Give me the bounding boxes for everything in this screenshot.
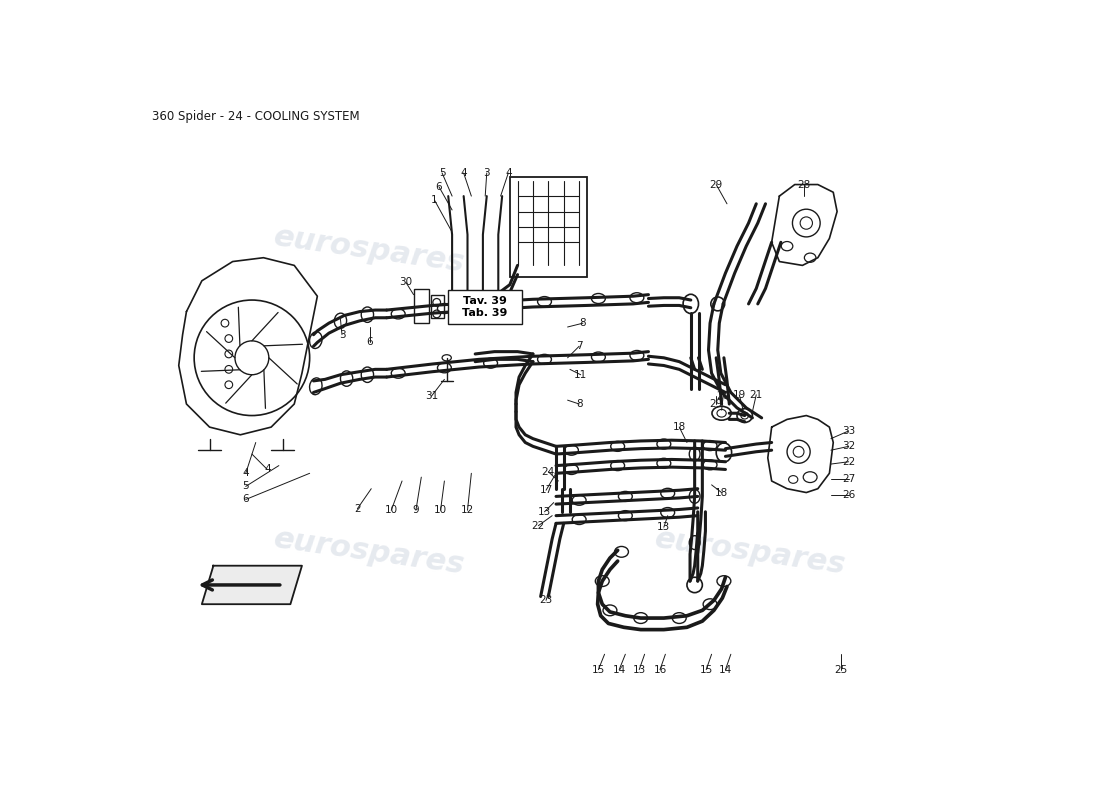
Text: 20: 20 — [716, 391, 729, 402]
Text: 4: 4 — [460, 168, 467, 178]
Text: 14: 14 — [613, 665, 626, 674]
Text: 19: 19 — [733, 390, 746, 400]
Text: 4: 4 — [264, 465, 271, 474]
Text: 16: 16 — [653, 665, 667, 674]
Text: 32: 32 — [842, 442, 856, 451]
Text: 13: 13 — [657, 522, 671, 532]
Text: 6: 6 — [366, 338, 373, 347]
Text: eurospares: eurospares — [652, 524, 847, 580]
Bar — [448, 290, 522, 324]
Bar — [414, 289, 429, 323]
Text: 26: 26 — [842, 490, 856, 500]
Text: 18: 18 — [672, 422, 686, 432]
Text: 360 Spider - 24 - COOLING SYSTEM: 360 Spider - 24 - COOLING SYSTEM — [152, 110, 360, 123]
Text: 9: 9 — [412, 506, 419, 515]
Text: 8: 8 — [580, 318, 586, 328]
Text: 30: 30 — [399, 278, 412, 287]
Text: 1: 1 — [431, 195, 438, 205]
Text: 6: 6 — [242, 494, 249, 505]
Text: 6: 6 — [436, 182, 442, 192]
Text: 15: 15 — [592, 665, 605, 674]
Text: 4: 4 — [505, 168, 512, 178]
Text: 3: 3 — [483, 168, 491, 178]
Text: 29: 29 — [710, 179, 723, 190]
Text: 33: 33 — [842, 426, 856, 436]
Text: 5: 5 — [439, 168, 446, 178]
Text: 29: 29 — [710, 399, 723, 409]
Text: 8: 8 — [575, 399, 583, 409]
Text: 17: 17 — [539, 486, 552, 495]
Text: 13: 13 — [538, 507, 551, 517]
Text: 10: 10 — [434, 506, 447, 515]
Text: 18: 18 — [715, 487, 728, 498]
Text: 4: 4 — [242, 468, 249, 478]
Text: 5: 5 — [242, 482, 249, 491]
Text: 14: 14 — [718, 665, 733, 674]
Bar — [510, 177, 587, 277]
Text: Tav. 39
Tab. 39: Tav. 39 Tab. 39 — [462, 296, 508, 318]
Polygon shape — [202, 566, 301, 604]
Text: 2: 2 — [354, 504, 361, 514]
Text: 7: 7 — [575, 342, 583, 351]
Text: 27: 27 — [842, 474, 856, 485]
Text: 3: 3 — [339, 330, 345, 340]
Text: 25: 25 — [834, 665, 848, 674]
Text: eurospares: eurospares — [272, 524, 466, 580]
Text: eurospares: eurospares — [272, 222, 466, 278]
Text: 12: 12 — [461, 506, 474, 515]
Text: 13: 13 — [632, 665, 646, 674]
Text: 23: 23 — [539, 595, 552, 606]
Text: 24: 24 — [541, 466, 556, 477]
Text: 31: 31 — [425, 391, 438, 402]
Text: 21: 21 — [749, 390, 763, 400]
Text: 15: 15 — [700, 665, 713, 674]
Text: 22: 22 — [531, 521, 544, 530]
Text: 28: 28 — [798, 179, 811, 190]
Text: 11: 11 — [574, 370, 587, 380]
Text: 10: 10 — [385, 506, 398, 515]
Bar — [430, 294, 444, 318]
Text: 22: 22 — [842, 457, 856, 466]
